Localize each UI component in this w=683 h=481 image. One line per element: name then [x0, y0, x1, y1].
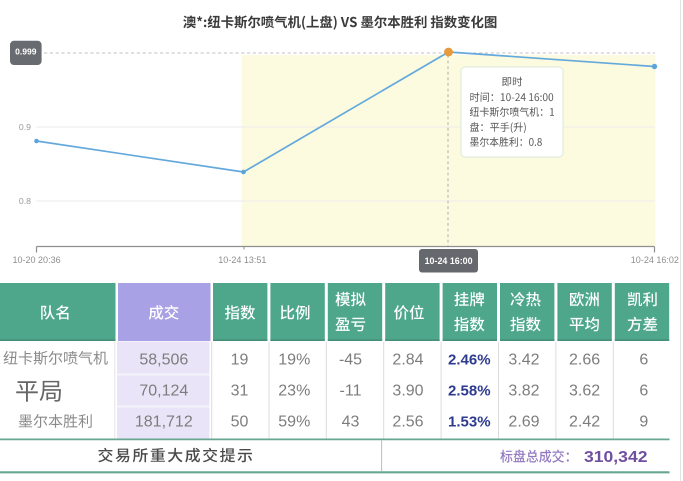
svg-text:1.53%: 1.53% [448, 413, 491, 430]
svg-text:2.69: 2.69 [508, 413, 539, 430]
svg-text:2.46%: 2.46% [448, 351, 491, 368]
svg-text:58,506: 58,506 [139, 351, 188, 368]
svg-text:2.42: 2.42 [569, 413, 600, 430]
svg-text:3.82: 3.82 [508, 382, 539, 399]
svg-text:2.58%: 2.58% [448, 382, 491, 399]
svg-text:19%: 19% [278, 351, 310, 368]
svg-text:0.9: 0.9 [19, 122, 31, 132]
svg-text:181,712: 181,712 [135, 413, 193, 430]
svg-text:23%: 23% [278, 382, 310, 399]
svg-text:2.84: 2.84 [392, 351, 423, 368]
svg-text:-45: -45 [339, 351, 362, 368]
svg-text:310,342: 310,342 [584, 449, 648, 466]
svg-text:-11: -11 [340, 382, 362, 399]
svg-text:19: 19 [231, 351, 249, 368]
svg-text:59%: 59% [278, 413, 310, 430]
svg-text:10-24 16:02: 10-24 16:02 [631, 255, 679, 265]
svg-text:50: 50 [231, 413, 249, 430]
svg-text:0.999: 0.999 [15, 48, 37, 57]
svg-text:3.42: 3.42 [508, 351, 539, 368]
svg-text:3.62: 3.62 [569, 382, 600, 399]
svg-text:70,124: 70,124 [139, 382, 188, 399]
svg-text:9: 9 [639, 413, 648, 430]
svg-text:31: 31 [231, 382, 249, 399]
svg-text:10-24 16:00: 10-24 16:00 [425, 256, 473, 266]
svg-text:2.66: 2.66 [569, 351, 600, 368]
svg-text:3.90: 3.90 [392, 382, 423, 399]
svg-text:6: 6 [639, 382, 648, 399]
svg-text:6: 6 [639, 351, 648, 368]
svg-text:0.8: 0.8 [19, 196, 31, 206]
svg-text:2.56: 2.56 [392, 413, 423, 430]
svg-text:10-24 13:51: 10-24 13:51 [218, 255, 266, 265]
svg-text:10-20 20:36: 10-20 20:36 [13, 255, 61, 265]
svg-text:43: 43 [342, 413, 360, 430]
